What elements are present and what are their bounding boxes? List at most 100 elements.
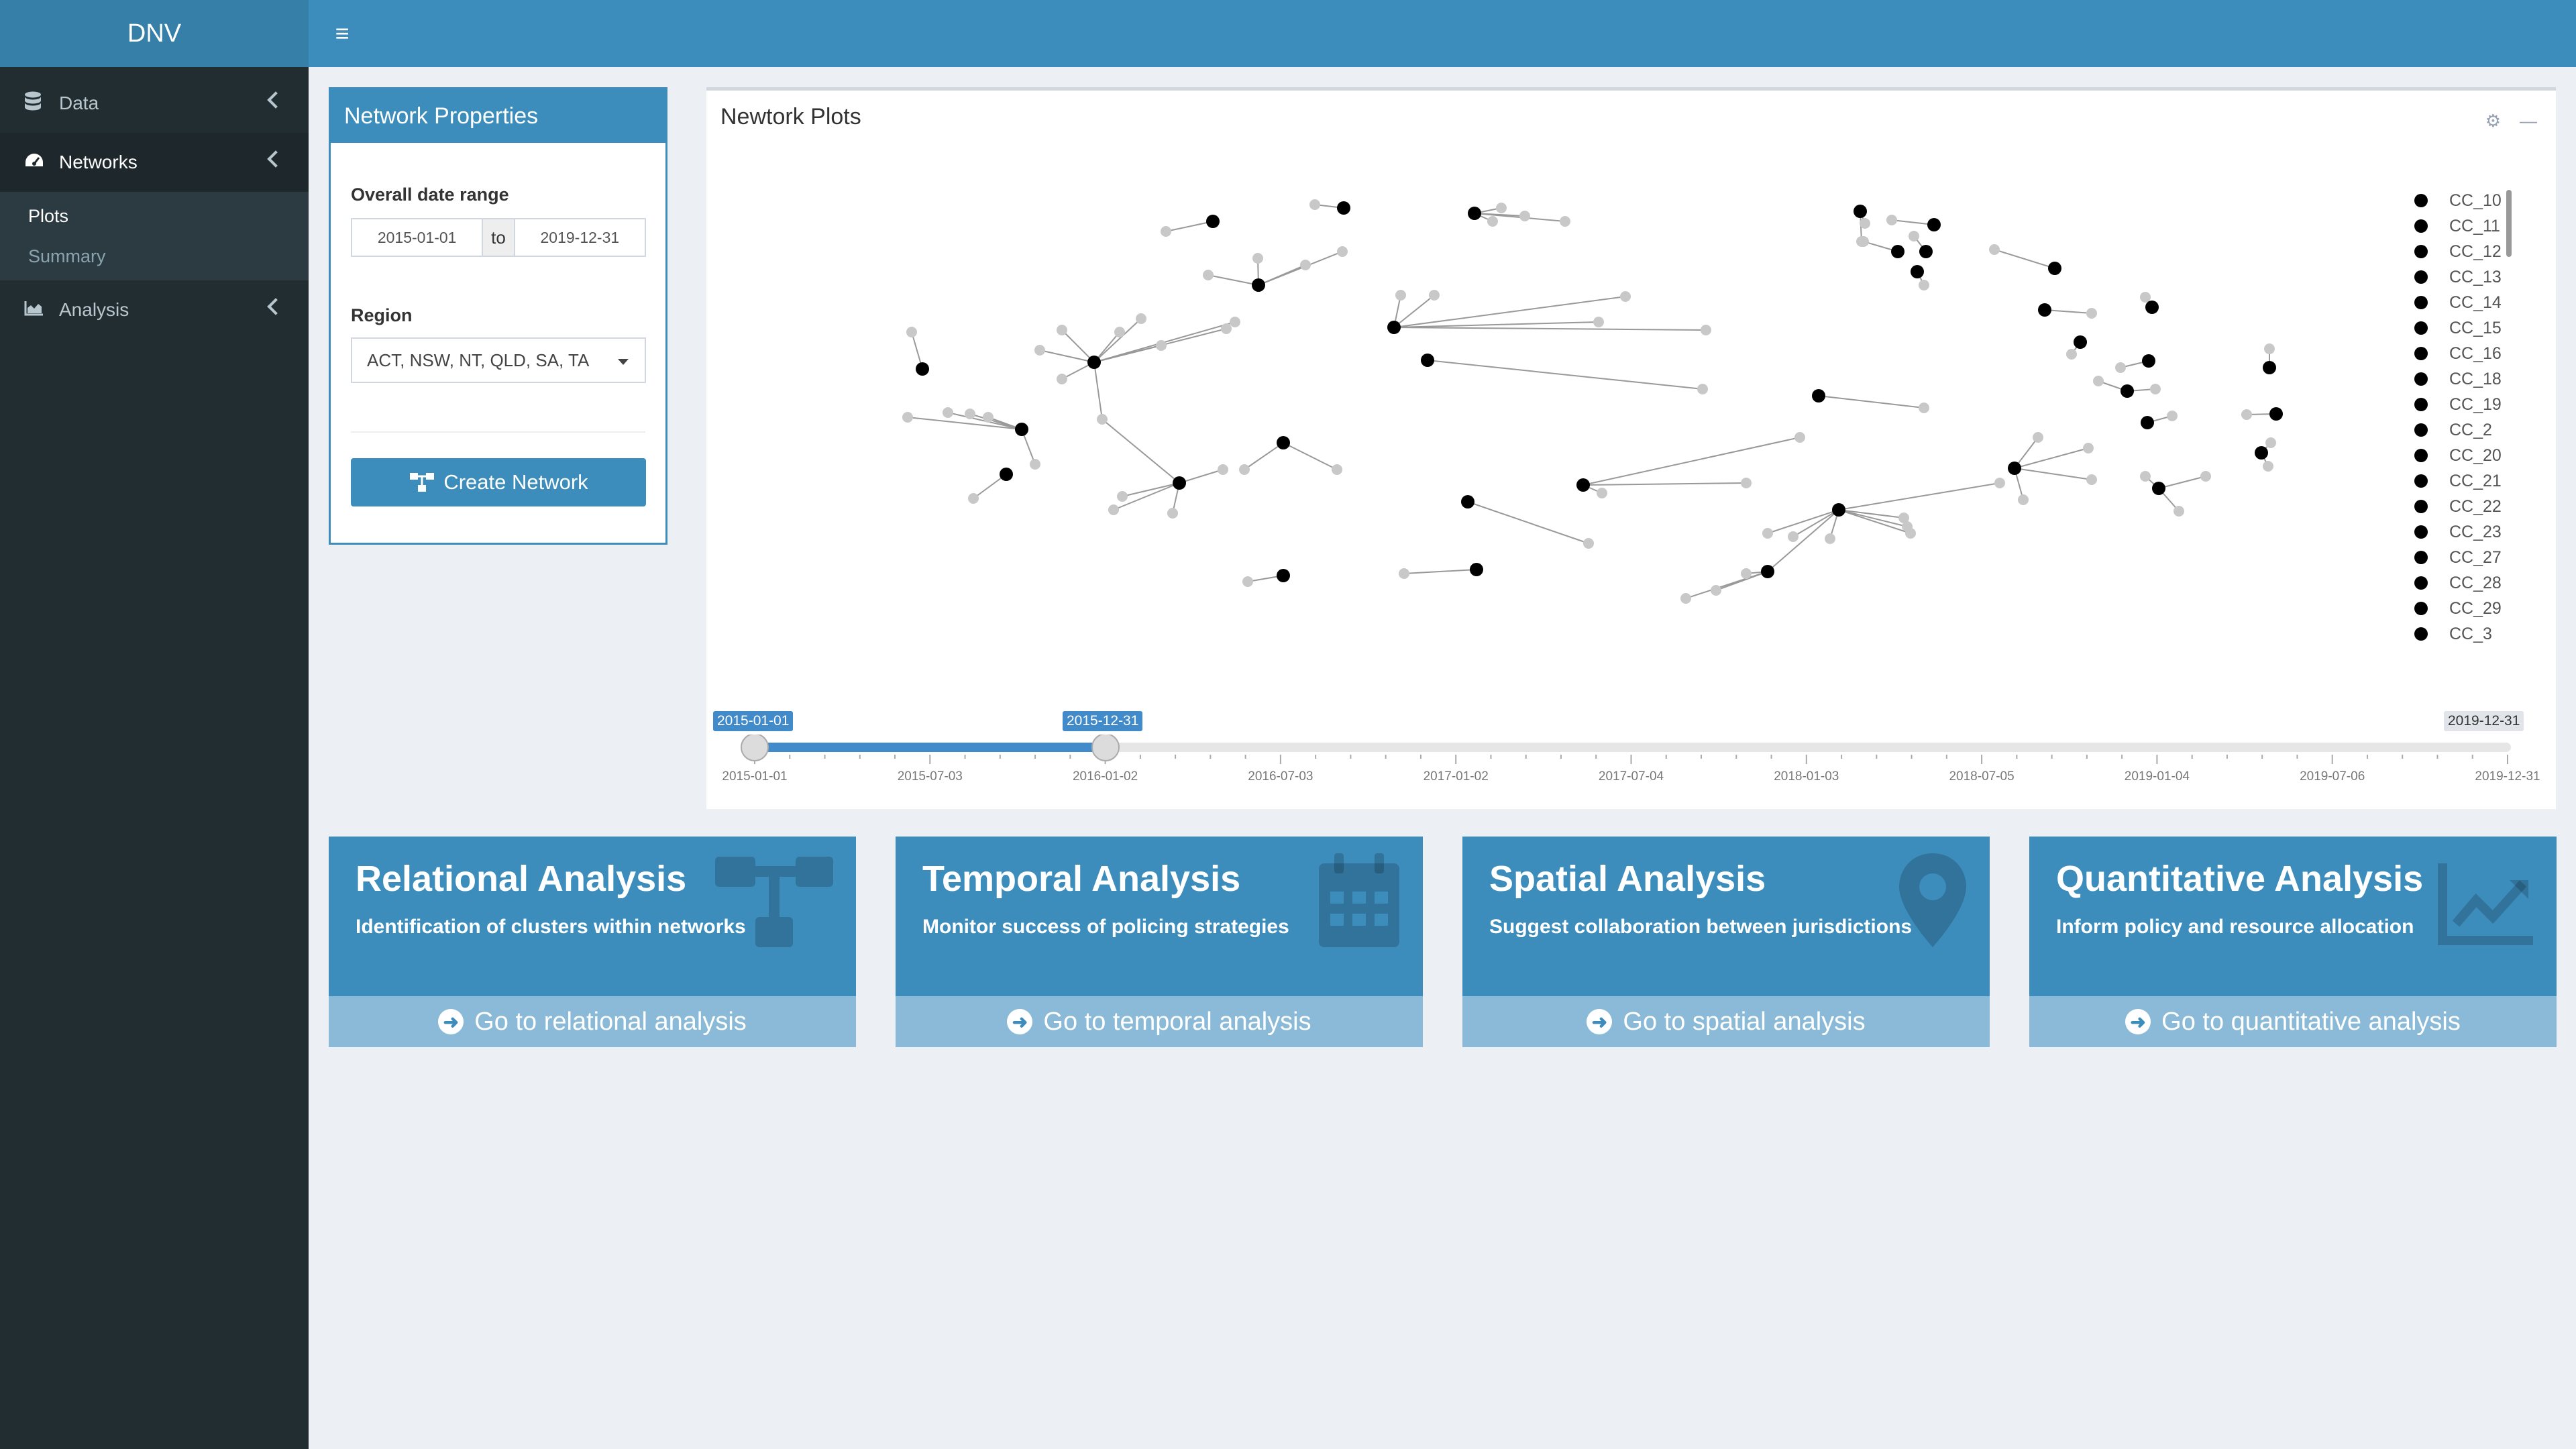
sitemap-icon [715,857,833,947]
card-link-label: Go to temporal analysis [1043,1007,1311,1036]
temporal-analysis-link[interactable]: ➜ Go to temporal analysis [896,996,1423,1047]
legend-item[interactable]: CC_22 [2410,494,2538,519]
minimize-icon[interactable]: — [2520,111,2537,131]
sidebar-subitem-summary[interactable]: Summary [28,246,106,266]
legend-label: CC_19 [2449,394,2502,414]
sidebar-item-analysis[interactable]: Analysis [0,280,309,339]
legend-item[interactable]: CC_10 [2410,188,2538,213]
legend-dot [2414,270,2428,284]
legend-label: CC_15 [2449,318,2502,337]
slider-tick-label: 2015-07-03 [897,769,963,784]
legend-item[interactable]: CC_2 [2410,417,2538,443]
legend-item[interactable]: CC_29 [2410,596,2538,621]
create-network-button[interactable]: Create Network [351,458,646,506]
network-plots-title: Newtork Plots [720,104,861,129]
network-legend: CC_10 CC_11 CC_12 CC_13 CC_14 CC_15 CC_16 CC_18… [2410,188,2538,718]
create-network-label: Create Network [443,470,588,494]
sidebar-item-label: Networks [59,152,138,172]
line-chart-icon [2438,863,2533,945]
card-title: Quantitative Analysis [2056,859,2424,899]
slider-max-label: 2019-12-31 [2444,711,2524,731]
gears-icon[interactable]: ⚙ [2485,111,2501,131]
spatial-analysis-link[interactable]: ➜ Go to spatial analysis [1462,996,1990,1047]
legend-item[interactable]: CC_28 [2410,570,2538,596]
divider [351,431,645,433]
legend-item[interactable]: CC_12 [2410,239,2538,264]
legend-label: CC_16 [2449,343,2502,363]
card-subtitle: Identification of clusters within networ… [356,916,746,938]
legend-item[interactable]: CC_16 [2410,341,2538,366]
graph-peer-nodes [902,199,2276,604]
arrow-circle-right-icon: ➜ [2125,1009,2151,1034]
temporal-analysis-card: Temporal Analysis Monitor success of pol… [896,837,1423,1047]
region-select[interactable]: ACT, NSW, NT, QLD, SA, TA [351,337,646,383]
card-title: Spatial Analysis [1489,859,1766,899]
card-link-label: Go to quantitative analysis [2161,1007,2461,1036]
legend-dot [2414,449,2428,462]
legend-label: CC_18 [2449,369,2502,388]
network-graph[interactable] [706,154,2397,704]
legend-item[interactable]: CC_21 [2410,468,2538,494]
date-end-input[interactable]: 2019-12-31 [513,218,646,257]
chevron-left-icon [267,298,284,315]
network-plots-box: Newtork Plots ⚙ — [706,87,2556,809]
area-chart-icon [24,299,51,321]
legend-dot [2414,347,2428,360]
sidebar-subitem-plots[interactable]: Plots [28,205,69,226]
region-select-value: ACT, NSW, NT, QLD, SA, TA [367,350,590,370]
networks-submenu: Plots Summary [0,192,309,280]
network-properties-box: Network Properties Overall date range 20… [329,87,667,545]
slider-from-label: 2015-01-01 [713,711,794,731]
legend-dot [2414,372,2428,386]
quantitative-analysis-link[interactable]: ➜ Go to quantitative analysis [2029,996,2557,1047]
legend-dot [2414,551,2428,564]
legend-dot [2414,398,2428,411]
slider-tick-label: 2018-07-05 [1949,769,2015,784]
legend-label: CC_14 [2449,292,2502,312]
chevron-left-icon [267,150,284,168]
legend-label: CC_29 [2449,598,2502,618]
date-range-slider[interactable] [706,735,2556,808]
legend-item[interactable]: CC_20 [2410,443,2538,468]
legend-item[interactable]: CC_15 [2410,315,2538,341]
legend-item[interactable]: CC_23 [2410,519,2538,545]
legend-dot [2414,423,2428,437]
card-subtitle: Monitor success of policing strategies [922,916,1289,938]
card-link-label: Go to spatial analysis [1623,1007,1866,1036]
spatial-analysis-card: Spatial Analysis Suggest collaboration b… [1462,837,1990,1047]
legend-dot [2414,525,2428,539]
calendar-icon [1319,853,1399,947]
sidebar-item-networks[interactable]: Networks [0,133,309,192]
legend-dot [2414,296,2428,309]
relational-analysis-card: Relational Analysis Identification of cl… [329,837,856,1047]
arrow-circle-right-icon: ➜ [1007,1009,1033,1034]
legend-item[interactable]: CC_3 [2410,621,2538,647]
legend-dot [2414,602,2428,615]
legend-item[interactable]: CC_27 [2410,545,2538,570]
slider-tick-label: 2019-12-31 [2475,769,2540,784]
map-marker-icon [1899,853,1966,947]
legend-item[interactable]: CC_19 [2410,392,2538,417]
card-link-label: Go to relational analysis [474,1007,747,1036]
slider-tick-label: 2019-01-04 [2124,769,2190,784]
legend-scrollbar[interactable] [2506,190,2512,257]
legend-label: CC_11 [2449,216,2500,235]
network-properties-title: Network Properties [331,89,665,143]
legend-item[interactable]: CC_14 [2410,290,2538,315]
menu-toggle-icon[interactable]: ≡ [335,19,350,47]
legend-dot [2414,219,2428,233]
slider-tick-label: 2017-07-04 [1598,769,1664,784]
sidebar-item-data[interactable]: Data [0,74,309,133]
slider-handle-to [1091,735,1120,761]
sidebar-item-label: Analysis [59,299,129,320]
slider-tick-label: 2016-07-03 [1248,769,1313,784]
slider-tick-label: 2016-01-02 [1072,769,1138,784]
relational-analysis-link[interactable]: ➜ Go to relational analysis [329,996,856,1047]
app-logo[interactable]: DNV [0,0,309,67]
date-start-input[interactable]: 2015-01-01 [351,218,484,257]
legend-item[interactable]: CC_13 [2410,264,2538,290]
legend-item[interactable]: CC_18 [2410,366,2538,392]
card-title: Relational Analysis [356,859,687,899]
legend-dot [2414,474,2428,488]
legend-item[interactable]: CC_11 [2410,213,2538,239]
